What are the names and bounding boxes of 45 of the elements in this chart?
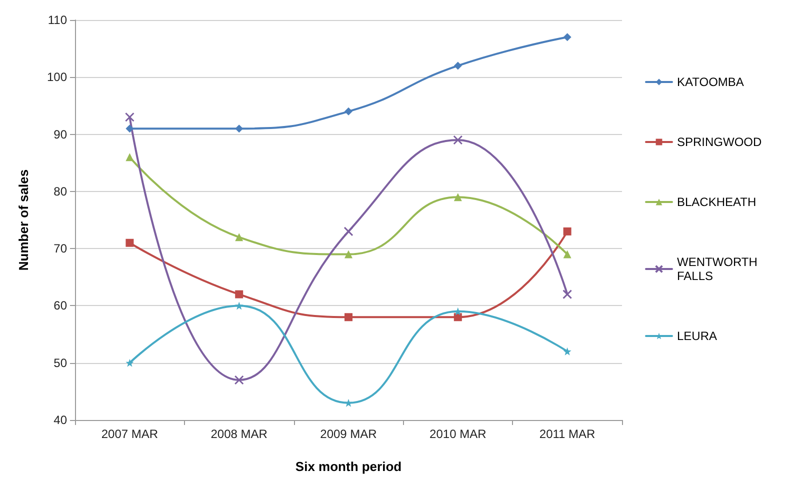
y-axis-title: Number of sales (16, 169, 31, 271)
point (235, 290, 244, 298)
point (454, 62, 462, 70)
x-tick-label: 2010 MAR (430, 427, 487, 441)
point (563, 227, 572, 236)
point (453, 135, 463, 145)
legend-label: SPRINGWOOD (677, 135, 762, 149)
legend-label: WENTWORTH FALLS (677, 255, 761, 283)
point (563, 33, 572, 42)
x-tick-label: 2008 MAR (210, 427, 268, 441)
legend-label: KATOOMBA (677, 75, 744, 89)
y-tick-label: 40 (54, 413, 68, 427)
y-tick-label: 100 (46, 70, 68, 84)
point (344, 398, 352, 407)
point (126, 153, 134, 162)
y-tick-label: 80 (54, 184, 68, 198)
point (562, 290, 572, 300)
y-tick-label: 50 (54, 356, 68, 370)
x-tick-label: 2007 MAR (101, 427, 158, 441)
legend-label: LEURA (677, 329, 718, 343)
point (454, 313, 462, 322)
point (563, 250, 572, 258)
y-tick-label: 110 (48, 13, 68, 27)
point (235, 124, 244, 133)
point (344, 313, 352, 322)
point (344, 250, 352, 258)
point (234, 375, 244, 385)
point (454, 307, 462, 316)
point (126, 124, 134, 133)
legend-label: BLACKHEATH (677, 195, 756, 209)
point (235, 302, 244, 310)
point (124, 112, 134, 122)
point (454, 193, 462, 202)
x-axis-title: Six month period (295, 459, 402, 474)
y-tick-label: 60 (54, 298, 68, 313)
x-tick-label: 2009 MAR (320, 427, 378, 441)
point (344, 107, 352, 116)
y-tick-label: 90 (54, 127, 68, 142)
x-tick-label: 2011 MAR (539, 427, 596, 441)
y-tick-label: 70 (54, 242, 68, 256)
point (563, 347, 572, 356)
point (235, 233, 244, 242)
point (344, 226, 354, 236)
point (126, 238, 134, 247)
point (126, 358, 134, 367)
